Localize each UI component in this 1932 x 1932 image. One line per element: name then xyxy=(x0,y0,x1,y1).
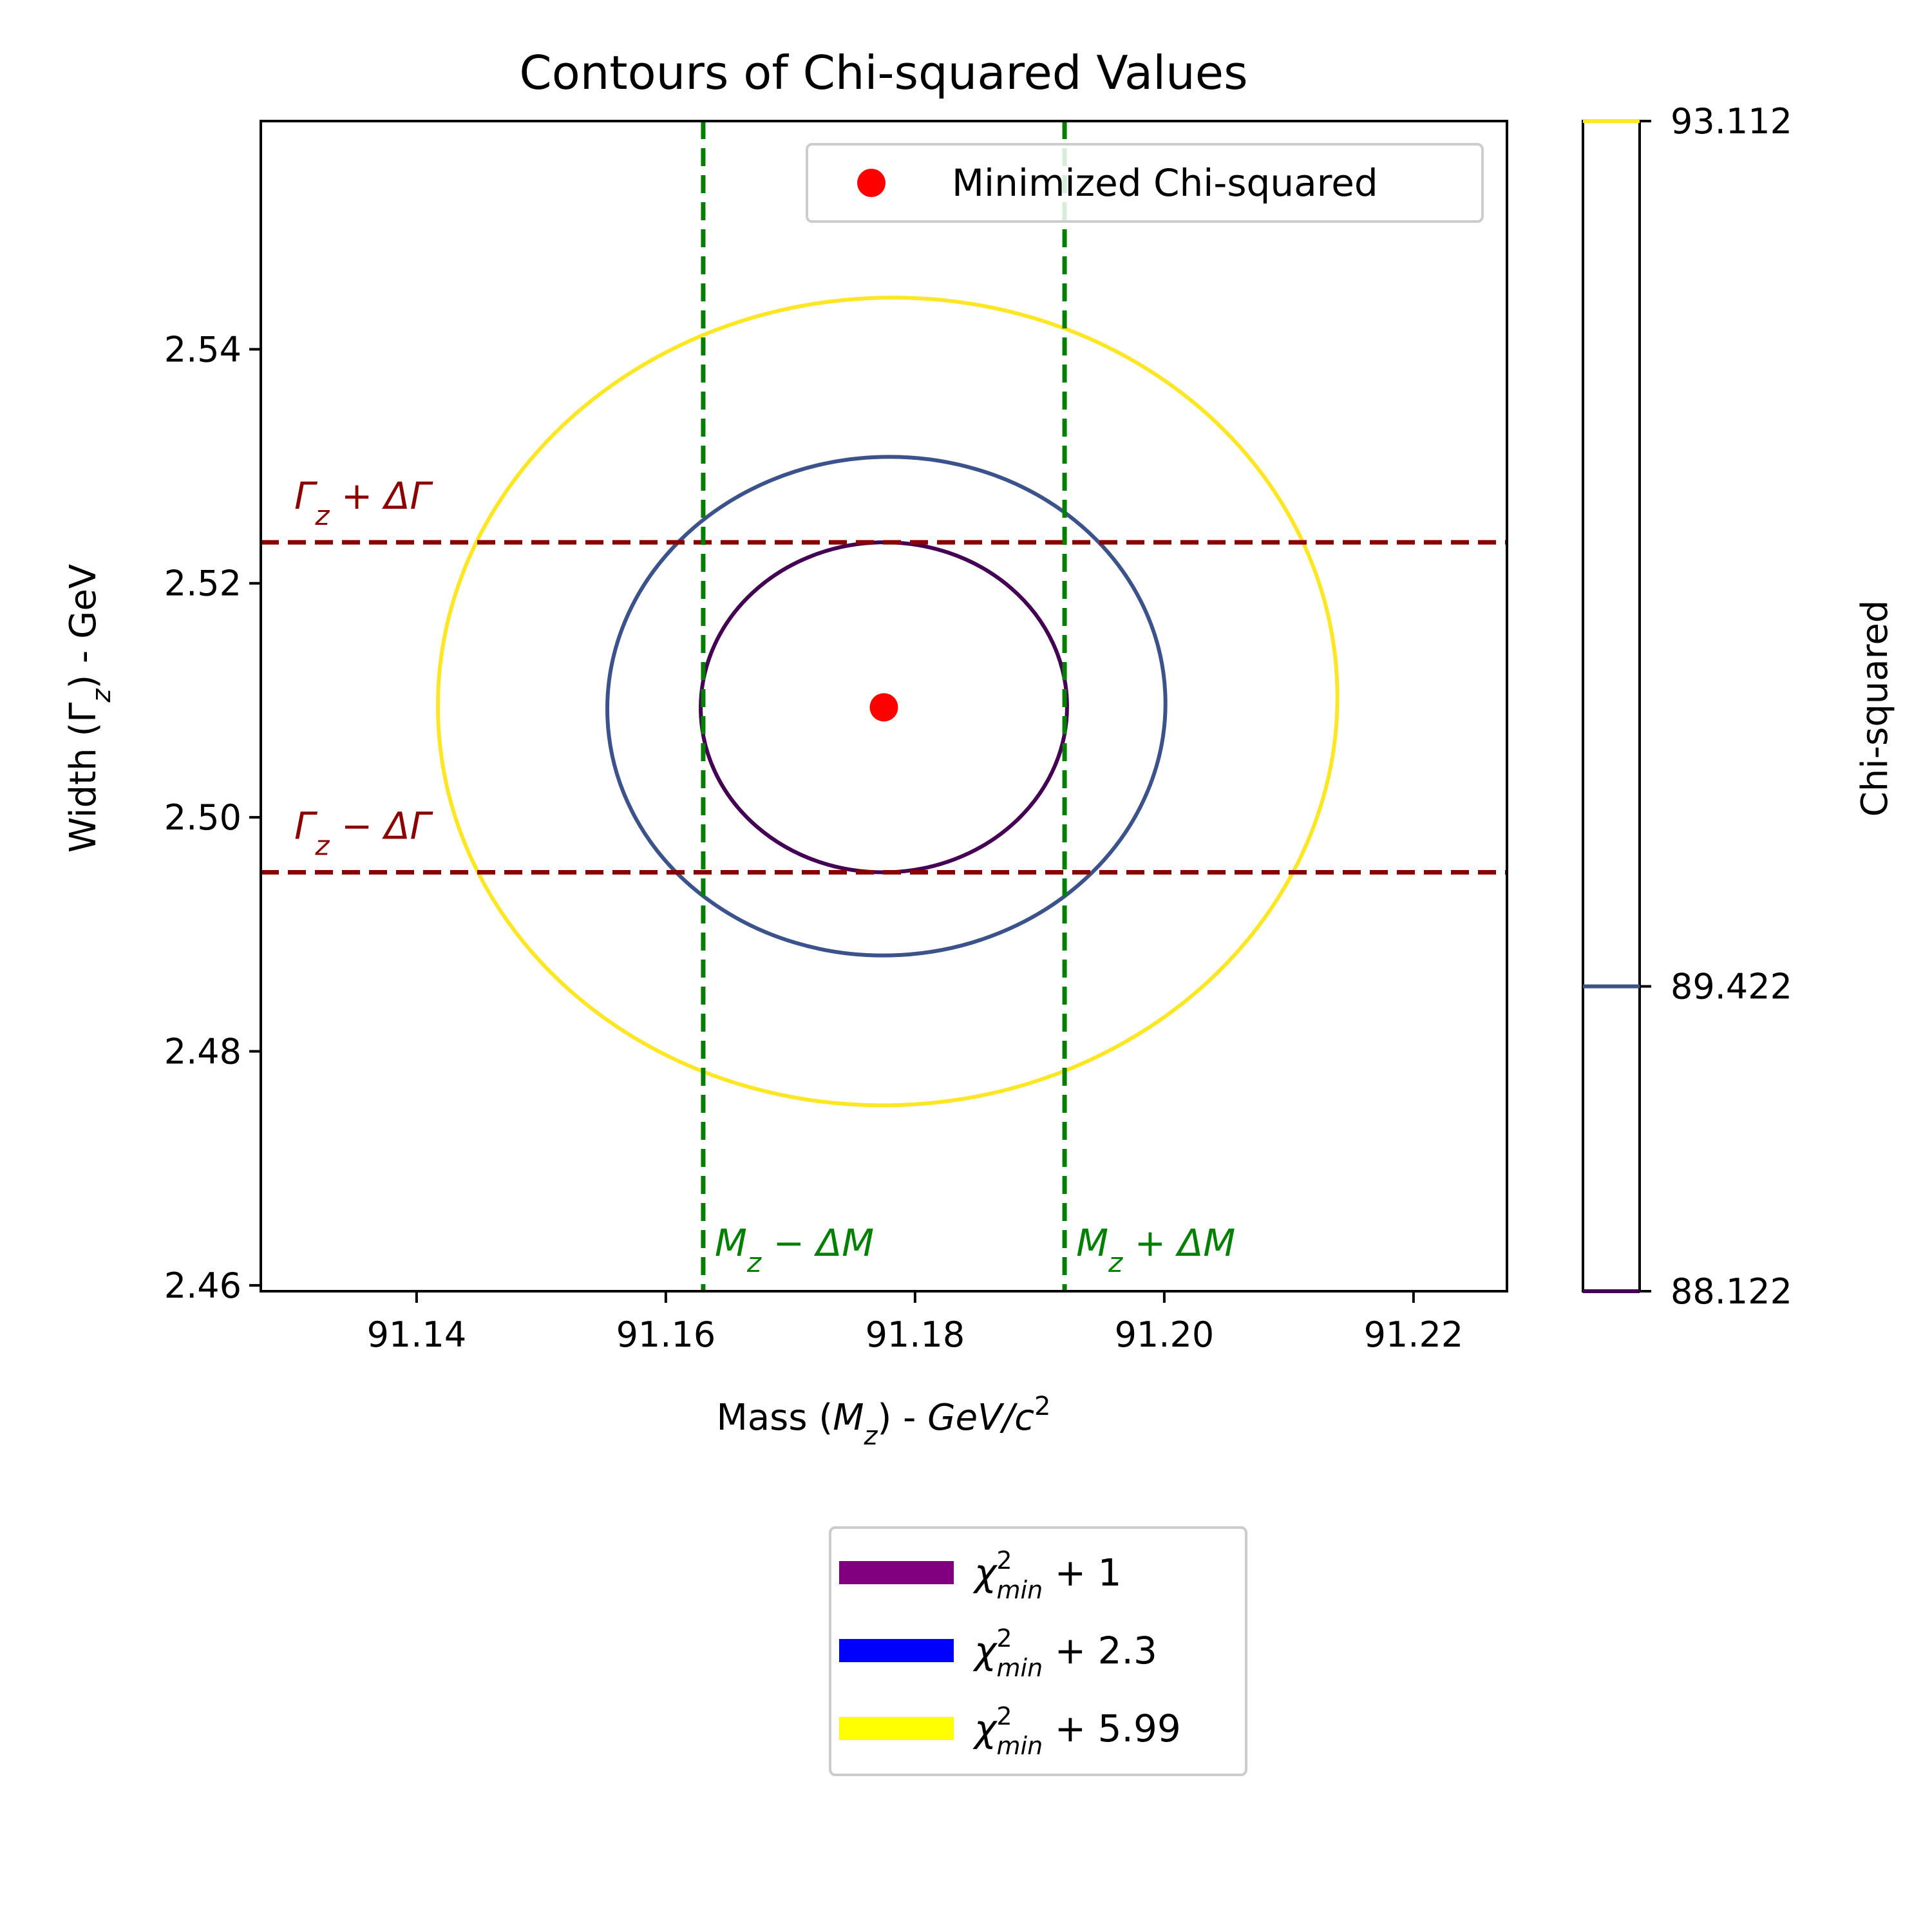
colorbar: 88.122 89.422 93.112 xyxy=(1582,101,1792,1312)
x-tick-label: 91.16 xyxy=(616,1314,716,1355)
legend-label-2: χ2 min + 2.3 xyxy=(972,1624,1157,1682)
y-tick-label: 2.54 xyxy=(164,329,242,370)
contour-level-3 xyxy=(435,296,1340,1108)
legend-swatch-3 xyxy=(839,1717,954,1740)
x-tick-label: 91.14 xyxy=(367,1314,467,1355)
hline-label-2: Γz − ΔΓ xyxy=(294,804,434,862)
legend-label-3: χ2 min + 5.99 xyxy=(972,1702,1181,1760)
plot-area: Γz + ΔΓ Γz − ΔΓ Mz − ΔM Mz + ΔM xyxy=(260,120,1508,1293)
y-tick-label: 2.52 xyxy=(164,564,242,604)
colorbar-box xyxy=(1582,120,1641,1293)
x-tick-label: 91.22 xyxy=(1364,1314,1464,1355)
legend-inside: Minimized Chi-squared xyxy=(806,143,1484,223)
y-axis: 2.46 2.48 2.50 2.52 2.54 xyxy=(164,329,261,1306)
colorbar-tick-label: 89.422 xyxy=(1671,967,1792,1007)
x-tick-label: 91.18 xyxy=(866,1314,965,1355)
minimum-point xyxy=(869,693,898,722)
x-axis: 91.14 91.16 91.18 91.20 91.22 xyxy=(367,1291,1464,1355)
legend-swatch-1 xyxy=(839,1561,954,1584)
legend-minimum-label: Minimized Chi-squared xyxy=(952,161,1378,205)
legend-minimum-marker xyxy=(857,169,886,197)
hline-label-1: Γz + ΔΓ xyxy=(294,474,434,531)
plot-frame xyxy=(260,120,1508,1293)
contour-level-2 xyxy=(605,455,1168,958)
legend-inside-box xyxy=(806,143,1484,223)
colorbar-tick-label: 93.112 xyxy=(1671,101,1792,142)
legend-outside: χ2 min + 1 χ2 min + 2.3 χ2 min + 5.99 xyxy=(829,1526,1247,1776)
y-axis-title: Width (Γz) - GeV xyxy=(62,564,117,853)
y-tick-label: 2.48 xyxy=(164,1032,242,1072)
legend-swatch-2 xyxy=(839,1639,954,1662)
vline-label-2: Mz + ΔM xyxy=(1076,1221,1235,1278)
legend-outside-box xyxy=(829,1526,1247,1776)
y-tick-label: 2.46 xyxy=(164,1265,242,1306)
x-axis-title: Mass (Mz) - GeV/c2 xyxy=(717,1392,1051,1451)
colorbar-label: Chi-squared xyxy=(1854,600,1896,817)
chart-title: Contours of Chi-squared Values xyxy=(519,46,1247,100)
vline-label-1: Mz − ΔM xyxy=(715,1221,874,1278)
x-tick-label: 91.20 xyxy=(1115,1314,1215,1355)
legend-label-1: χ2 min + 1 xyxy=(972,1546,1122,1604)
y-tick-label: 2.50 xyxy=(164,797,242,838)
colorbar-tick-label: 88.122 xyxy=(1671,1271,1792,1312)
